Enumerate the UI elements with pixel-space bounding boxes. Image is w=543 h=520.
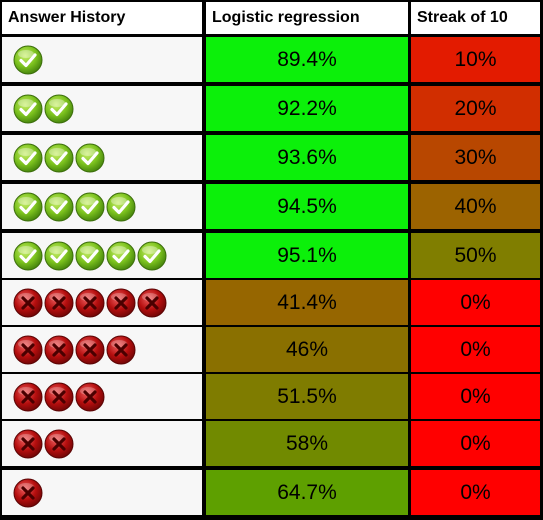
- cross-icon: [13, 382, 43, 412]
- check-icon: [13, 45, 43, 75]
- header-answer-history: Answer History: [2, 2, 202, 34]
- check-icon: [44, 241, 74, 271]
- logistic-regression-cell: 92.2%: [206, 86, 408, 131]
- cross-icon: [75, 288, 105, 318]
- check-icon: [75, 192, 105, 222]
- cross-icon: [137, 288, 167, 318]
- cross-icon: [106, 288, 136, 318]
- cross-icon: [13, 429, 43, 459]
- logistic-regression-cell: 95.1%: [206, 233, 408, 278]
- logistic-regression-cell: 94.5%: [206, 184, 408, 229]
- cross-icon: [13, 335, 43, 365]
- check-icon: [13, 143, 43, 173]
- cross-icon: [106, 335, 136, 365]
- check-icon: [44, 143, 74, 173]
- answer-history-cell: [2, 374, 202, 419]
- logistic-regression-cell: 93.6%: [206, 135, 408, 180]
- logistic-regression-cell: 41.4%: [206, 280, 408, 325]
- cross-icon: [75, 382, 105, 412]
- check-icon: [137, 241, 167, 271]
- answer-history-cell: [2, 470, 202, 515]
- check-icon: [44, 94, 74, 124]
- answer-history-cell: [2, 86, 202, 131]
- streak-of-10-cell: 0%: [411, 327, 540, 372]
- header-streak-of-10: Streak of 10: [411, 2, 540, 34]
- logistic-regression-cell: 51.5%: [206, 374, 408, 419]
- streak-of-10-cell: 50%: [411, 233, 540, 278]
- streak-of-10-cell: 20%: [411, 86, 540, 131]
- answer-history-cell: [2, 37, 202, 82]
- streak-of-10-cell: 0%: [411, 374, 540, 419]
- streak-of-10-cell: 0%: [411, 280, 540, 325]
- cross-icon: [75, 335, 105, 365]
- check-icon: [13, 94, 43, 124]
- check-icon: [13, 192, 43, 222]
- check-icon: [106, 241, 136, 271]
- streak-of-10-cell: 0%: [411, 421, 540, 466]
- header-logistic-regression: Logistic regression: [206, 2, 408, 34]
- answer-history-cell: [2, 233, 202, 278]
- cross-icon: [44, 335, 74, 365]
- answer-history-cell: [2, 327, 202, 372]
- check-icon: [13, 241, 43, 271]
- check-icon: [75, 143, 105, 173]
- check-icon: [44, 192, 74, 222]
- answer-history-cell: [2, 184, 202, 229]
- logistic-regression-cell: 89.4%: [206, 37, 408, 82]
- logistic-regression-cell: 58%: [206, 421, 408, 466]
- streak-of-10-cell: 30%: [411, 135, 540, 180]
- cross-icon: [44, 429, 74, 459]
- check-icon: [106, 192, 136, 222]
- streak-of-10-cell: 0%: [411, 470, 540, 515]
- cross-icon: [13, 478, 43, 508]
- streak-of-10-cell: 40%: [411, 184, 540, 229]
- cross-icon: [44, 382, 74, 412]
- cross-icon: [44, 288, 74, 318]
- answer-history-cell: [2, 280, 202, 325]
- answer-history-cell: [2, 135, 202, 180]
- logistic-regression-cell: 64.7%: [206, 470, 408, 515]
- cross-icon: [13, 288, 43, 318]
- logistic-regression-cell: 46%: [206, 327, 408, 372]
- check-icon: [75, 241, 105, 271]
- answer-history-cell: [2, 421, 202, 466]
- streak-of-10-cell: 10%: [411, 37, 540, 82]
